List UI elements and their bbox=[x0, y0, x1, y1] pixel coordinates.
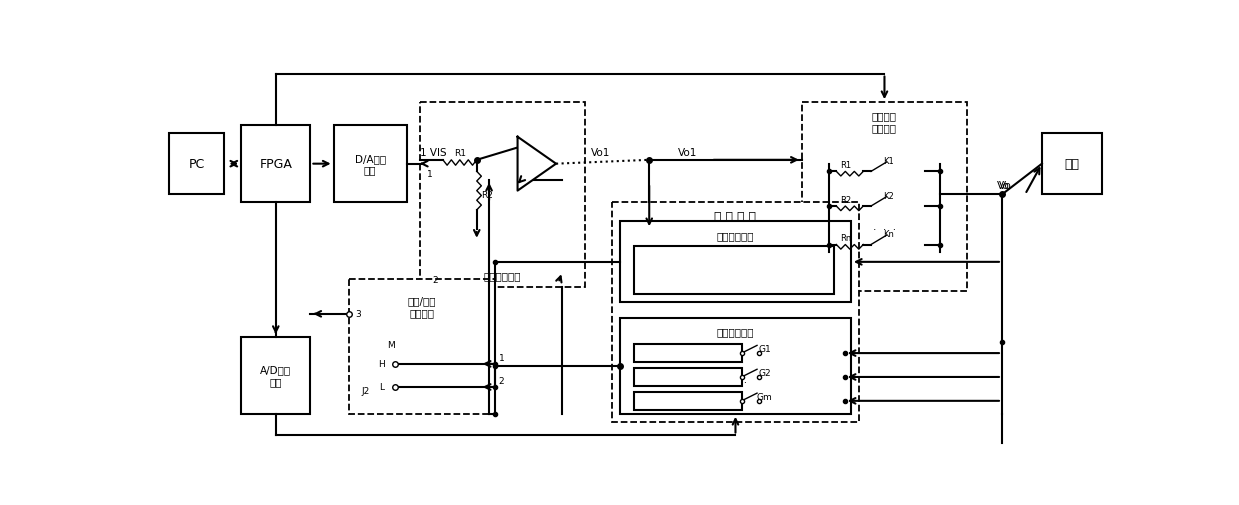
Bar bbox=[620, 222, 851, 302]
Text: R2: R2 bbox=[482, 190, 493, 199]
Bar bbox=[333, 126, 406, 203]
Text: Vo: Vo bbox=[1000, 181, 1012, 191]
Text: Kn: Kn bbox=[883, 230, 895, 239]
Text: R1: R1 bbox=[453, 148, 466, 158]
Text: ·  ·  ·: · · · bbox=[724, 378, 747, 387]
Bar bbox=[634, 368, 742, 386]
Text: PC: PC bbox=[188, 158, 204, 171]
Bar bbox=[612, 203, 859, 422]
Bar bbox=[1042, 134, 1101, 195]
Text: K2: K2 bbox=[883, 191, 895, 200]
Text: 采 样 模 块: 采 样 模 块 bbox=[715, 210, 757, 223]
Text: Vo1: Vo1 bbox=[678, 148, 698, 158]
Text: ·  ·  ·: · · · bbox=[873, 225, 896, 235]
Bar bbox=[634, 344, 742, 363]
Text: H: H bbox=[378, 360, 384, 369]
Bar bbox=[169, 134, 224, 195]
Bar bbox=[634, 246, 834, 294]
Text: 1: 1 bbox=[498, 354, 504, 363]
Text: Vo×qₘ: Vo×qₘ bbox=[673, 396, 703, 406]
Text: 电流档位
选择模块: 电流档位 选择模块 bbox=[872, 111, 897, 133]
Bar bbox=[349, 280, 496, 414]
Text: 2: 2 bbox=[498, 377, 504, 385]
Bar bbox=[802, 103, 968, 291]
Text: Gm: Gm bbox=[757, 392, 773, 401]
Text: FPGA: FPGA bbox=[259, 158, 292, 171]
Text: Vo×q₂: Vo×q₂ bbox=[674, 373, 701, 382]
Text: 功率: 功率 bbox=[525, 154, 536, 163]
Text: 功率运放模块: 功率运放模块 bbox=[483, 271, 522, 281]
Text: 电流采样单元: 电流采样单元 bbox=[716, 231, 755, 241]
Bar bbox=[634, 392, 742, 410]
Text: J2: J2 bbox=[362, 386, 370, 395]
Bar bbox=[620, 318, 851, 414]
Text: A/D转换
模块: A/D转换 模块 bbox=[260, 365, 291, 386]
Text: G1: G1 bbox=[758, 344, 771, 354]
Polygon shape bbox=[518, 137, 556, 191]
Text: K1: K1 bbox=[883, 157, 895, 166]
Text: (Vo-Vo1)×p: (Vo-Vo1)×p bbox=[705, 266, 763, 275]
Text: Vo: Vo bbox=[997, 181, 1010, 191]
Text: G2: G2 bbox=[758, 368, 771, 377]
Bar bbox=[420, 103, 585, 287]
Text: 电压采样单元: 电压采样单元 bbox=[716, 327, 755, 337]
Text: 1: 1 bbox=[427, 170, 432, 179]
Text: Rn: Rn bbox=[840, 234, 851, 242]
Text: R1: R1 bbox=[840, 161, 851, 170]
Bar bbox=[242, 126, 311, 203]
Text: M: M bbox=[388, 340, 395, 349]
Text: 测压/测流
选择模块: 测压/测流 选择模块 bbox=[408, 296, 436, 317]
Text: 2: 2 bbox=[432, 275, 437, 284]
Text: 1 VIS: 1 VIS bbox=[420, 148, 447, 158]
Text: L: L bbox=[379, 383, 384, 392]
Text: 运放: 运放 bbox=[525, 166, 536, 175]
Text: D/A转换
模块: D/A转换 模块 bbox=[354, 154, 385, 175]
Text: Vo1: Vo1 bbox=[591, 148, 611, 158]
Text: R2: R2 bbox=[840, 195, 851, 204]
Text: 负载: 负载 bbox=[1064, 158, 1079, 171]
Text: Vo×q₁: Vo×q₁ bbox=[674, 349, 701, 358]
Text: 3: 3 bbox=[356, 310, 361, 319]
Bar bbox=[242, 337, 311, 414]
